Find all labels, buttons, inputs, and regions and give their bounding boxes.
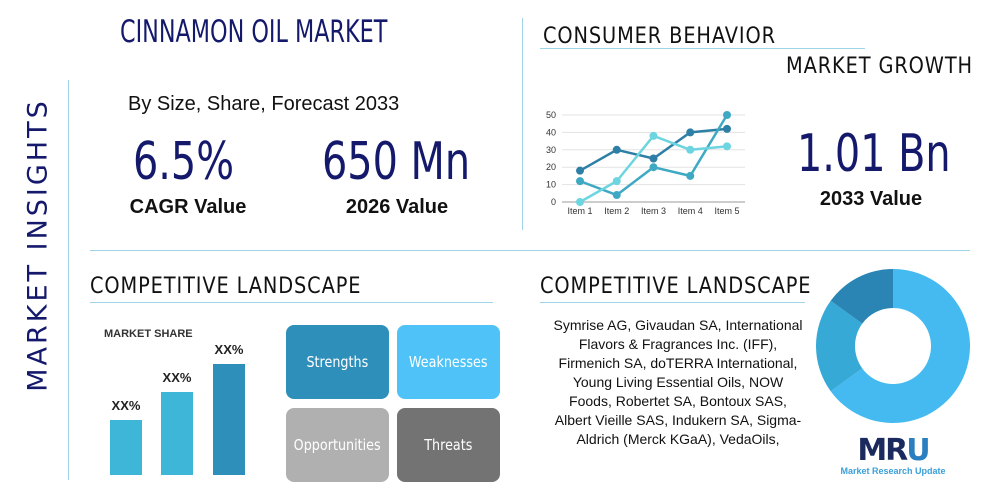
market-share-bar — [110, 419, 142, 475]
2026-label: 2026 Value — [345, 196, 449, 218]
data-point — [612, 191, 621, 200]
competitive-left-heading: COMPETITIVE LANDSCAPE — [90, 274, 362, 299]
x-tick-label: Item 3 — [641, 206, 666, 216]
y-tick-label: 10 — [546, 180, 556, 190]
x-tick-label: Item 2 — [604, 206, 629, 216]
cagr-label: CAGR Value — [129, 196, 247, 218]
data-point — [612, 177, 621, 186]
swot-threats: Threats — [397, 408, 500, 482]
market-growth-heading: MARKET GROWTH — [786, 54, 973, 79]
2033-label: 2033 Value — [819, 188, 923, 210]
donut-slice — [816, 300, 863, 392]
logo: MRU Market Research Update — [833, 433, 953, 477]
market-share-bar — [213, 364, 245, 475]
consumer-underline — [540, 48, 865, 49]
competitive-left-underline — [90, 302, 493, 303]
data-point — [723, 142, 731, 151]
y-tick-label: 30 — [546, 145, 556, 155]
data-point — [723, 124, 731, 133]
market-share-bar — [161, 391, 193, 475]
data-point — [576, 166, 584, 175]
swot-opportunities: Opportunities — [286, 408, 389, 482]
swot-label: Weaknesses — [409, 353, 488, 371]
bar-label: XX% — [214, 342, 244, 357]
line-chart: 0 10 20 30 40 50 Item 1 Item 2 Item 3 Item 4 Item … — [546, 110, 745, 216]
data-point — [723, 111, 731, 119]
x-tick-label: Item 1 — [567, 206, 592, 216]
subtitle: By Size, Share, Forecast 2033 — [128, 93, 400, 115]
competitive-right-heading: COMPETITIVE LANDSCAPE — [540, 274, 812, 299]
swot-label: Strengths — [306, 353, 369, 371]
swot-strengths: Strengths — [286, 325, 389, 399]
2033-value: 1.01 Bn — [797, 124, 951, 184]
data-point — [686, 128, 695, 137]
swot-label: Opportunities — [293, 436, 381, 454]
y-tick-label: 20 — [546, 162, 556, 172]
data-point — [576, 198, 584, 206]
data-point — [649, 154, 658, 163]
cagr-value: 6.5% — [133, 132, 235, 192]
swot-label: Threats — [424, 436, 473, 454]
logo-mark: MRU — [857, 433, 930, 468]
logo-text: Market Research Update — [840, 466, 946, 476]
donut-slice — [830, 269, 970, 423]
horizontal-divider — [90, 250, 970, 251]
y-tick-label: 50 — [546, 110, 556, 120]
donut-chart — [816, 269, 970, 423]
x-tick-label: Item 4 — [678, 206, 703, 216]
data-point — [576, 177, 584, 186]
y-tick-label: 40 — [546, 127, 556, 137]
competitive-right-underline — [540, 302, 805, 303]
data-point — [649, 131, 658, 140]
donut-slice — [830, 269, 893, 324]
data-point — [612, 145, 621, 154]
side-divider — [68, 80, 69, 480]
page-title: CINNAMON OIL MARKET — [120, 14, 388, 50]
2026-value: 650 Mn — [322, 132, 471, 192]
x-tick-label: Item 5 — [714, 206, 739, 216]
data-point — [649, 163, 658, 172]
side-label: MARKET INSIGHTS — [22, 98, 54, 392]
data-point — [686, 171, 695, 180]
swot-weaknesses: Weaknesses — [397, 325, 500, 399]
data-point — [686, 145, 695, 154]
bar-label: XX% — [111, 397, 141, 413]
market-share-title: MARKET SHARE — [104, 328, 193, 340]
company-list: Symrise AG, Givaudan SA, International F… — [553, 317, 803, 447]
consumer-heading: CONSUMER BEHAVIOR — [543, 24, 776, 49]
bar-label: XX% — [162, 369, 192, 385]
top-vertical-divider — [522, 18, 523, 230]
y-tick-label: 0 — [551, 197, 556, 207]
